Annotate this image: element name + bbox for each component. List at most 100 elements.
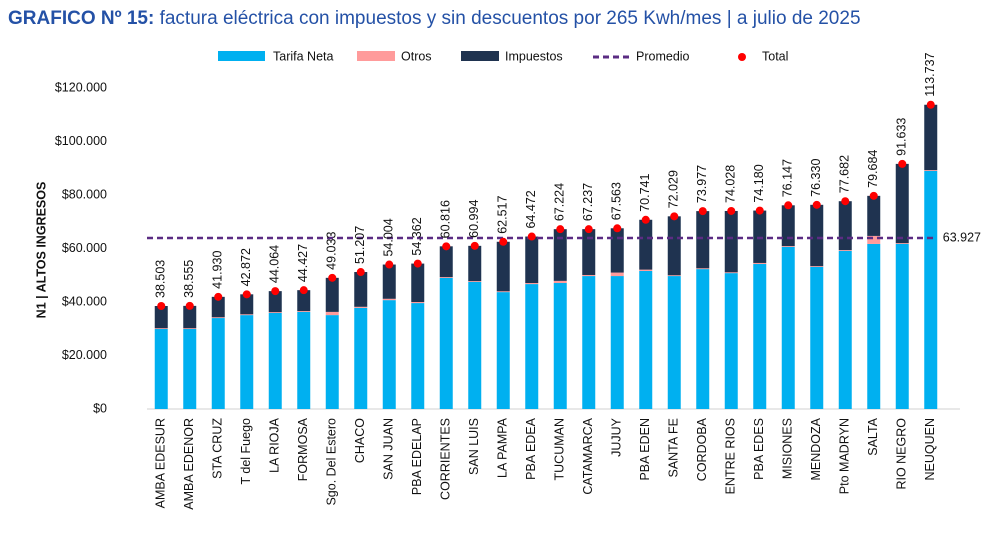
bar-segment [924,170,938,171]
bar-segment [468,281,482,409]
bar-segment [268,312,282,313]
total-marker [356,268,365,277]
total-marker [157,302,166,311]
total-marker [271,287,280,296]
total-label: 113.737 [923,52,937,96]
total-marker [214,292,223,301]
total-label: 70.741 [638,173,652,211]
bar-segment [810,266,824,409]
total-label: 67.224 [553,183,567,221]
legend-label: Otros [401,49,432,63]
x-tick-label: RIO NEGRO [895,418,909,490]
bar-segment [781,246,795,409]
x-tick-label: TUCUMAN [553,418,567,481]
x-tick-label: Sgo. Del Estero [325,418,339,506]
x-tick-label: CHACO [353,418,367,463]
x-tick-label: SALTA [866,417,880,455]
x-tick-label: Pto MADRYN [838,418,852,494]
bar-segment [781,246,795,247]
y-tick-label: $60.000 [62,241,107,255]
total-marker [670,212,679,221]
bar-segment [268,291,282,313]
bar-segment [696,211,710,269]
bar-segment [525,283,539,285]
total-marker [584,225,593,234]
total-label: 60.816 [439,200,453,238]
total-marker [499,237,508,246]
bar-segment [810,266,824,267]
bar-segment [183,329,197,409]
bar-segment [411,302,425,304]
x-tick-label: CORRIENTES [439,418,453,500]
bar-segment [610,272,624,277]
x-tick-label: PBA EDEA [524,417,538,479]
bar-segment [325,315,339,409]
x-tick-label: LA PAMPA [496,417,510,478]
bar-segment [724,273,738,409]
bar-segment [382,298,396,301]
average-label: 63.927 [943,230,981,244]
bar-segment [924,170,938,409]
legend-swatch [218,51,265,61]
total-marker [898,159,907,168]
x-tick-label: ENTRE RIOS [724,418,738,494]
total-marker [242,290,251,299]
x-tick-label: LA RIOJA [268,417,282,473]
bar-segment [867,243,881,409]
total-label: 76.330 [809,159,823,197]
bar-segment [553,229,567,281]
bar-segment [553,280,567,284]
bar-segment [610,276,624,409]
bar-segment [382,264,396,299]
bar-segment [154,328,168,330]
total-marker [812,200,821,209]
bar-segment [211,318,225,409]
bar-segment [411,303,425,409]
bar-segment [325,277,339,312]
x-tick-label: CATAMARCA [581,417,595,494]
total-label: 38.503 [154,260,168,298]
bar-segment [696,269,710,409]
x-tick-label: AMBA EDENOR [182,418,196,510]
total-label: 74.028 [724,165,738,203]
x-tick-label: AMBA EDESUR [154,418,168,508]
total-label: 76.147 [781,159,795,197]
total-label: 73.977 [695,165,709,203]
y-tick-label: $80.000 [62,187,107,201]
total-marker [185,301,194,310]
bar-segment [382,300,396,409]
total-marker [556,225,565,234]
legend-label: Total [762,49,788,63]
bar-segment [781,205,795,247]
bar-segment [639,219,653,270]
legend-swatch [357,51,395,61]
total-label: 77.682 [838,155,852,193]
bar-segment [468,245,482,282]
total-marker [641,215,650,224]
bar-segment [354,306,368,308]
total-label: 51.207 [353,226,367,264]
bar-segment [867,235,881,244]
title-prefix: GRAFICO Nº 15: [8,8,154,29]
legend-swatch [461,51,499,61]
total-marker [784,201,793,210]
bar-segment [496,292,510,409]
bar-segment [240,315,254,409]
total-marker [841,197,850,206]
bar-segment [439,246,453,278]
y-tick-label: $0 [93,401,107,415]
y-tick-label: $100.000 [55,134,107,148]
total-marker [926,100,935,109]
x-tick-label: SANTA FE [667,418,681,478]
bar-segment [183,305,197,329]
bar-segment [838,250,852,409]
bar-segment [753,262,767,265]
total-marker [527,232,536,241]
y-axis-title: N1 | ALTOS INGRESOS [34,182,48,319]
bar-segment [154,306,168,329]
x-tick-label: FORMOSA [296,417,310,481]
bar-segment [639,270,653,409]
x-tick-label: NEUQUEN [923,418,937,481]
bar-segment [895,243,909,409]
x-tick-label: PBA EDELAP [410,418,424,495]
